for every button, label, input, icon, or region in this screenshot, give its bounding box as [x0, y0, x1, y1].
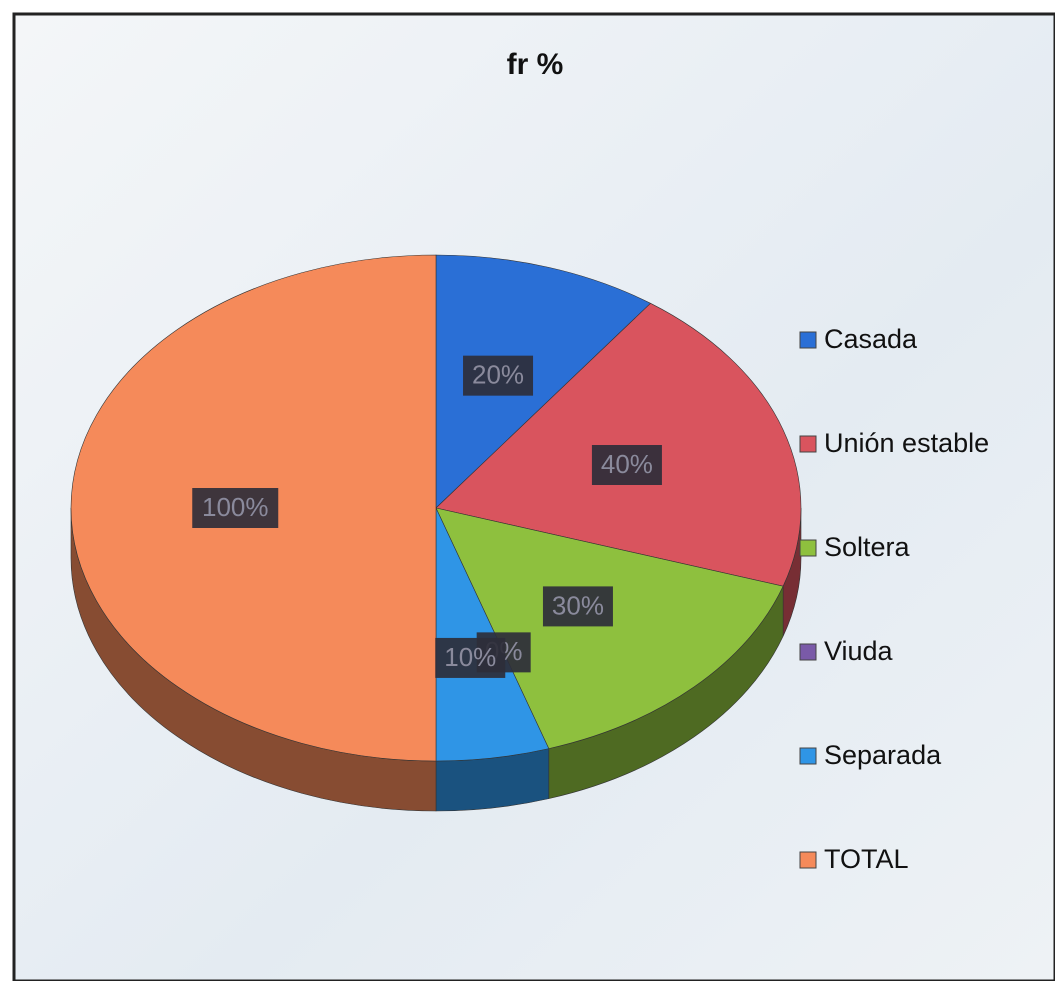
- chart-title: fr %: [507, 48, 564, 81]
- legend-label: Unión estable: [824, 428, 989, 458]
- legend-swatch: [799, 435, 817, 453]
- pie-slice: [435, 507, 784, 749]
- data-label: 100%: [202, 492, 269, 522]
- legend-label: Viuda: [824, 636, 894, 666]
- data-label-box: [192, 488, 279, 528]
- data-label-box: [435, 637, 506, 678]
- legend-swatch: [799, 747, 817, 765]
- data-label-box: [591, 445, 662, 486]
- data-label: 40%: [601, 449, 653, 479]
- pie-slice: [435, 254, 652, 509]
- legend-swatch: [799, 643, 817, 661]
- pie-slice: [435, 302, 802, 587]
- legend-label: Soltera: [824, 532, 911, 562]
- data-label-box: [542, 586, 613, 627]
- data-label: 20%: [472, 360, 524, 390]
- legend-label: Separada: [824, 740, 942, 770]
- legend-swatch: [799, 539, 817, 557]
- legend-swatch: [799, 331, 817, 349]
- data-label-box: [463, 355, 534, 396]
- legend-label: TOTAL: [824, 844, 909, 874]
- data-label: 30%: [552, 590, 604, 620]
- data-label: 10%: [444, 642, 496, 672]
- legend-swatch: [799, 851, 817, 869]
- legend-label: Casada: [824, 324, 918, 354]
